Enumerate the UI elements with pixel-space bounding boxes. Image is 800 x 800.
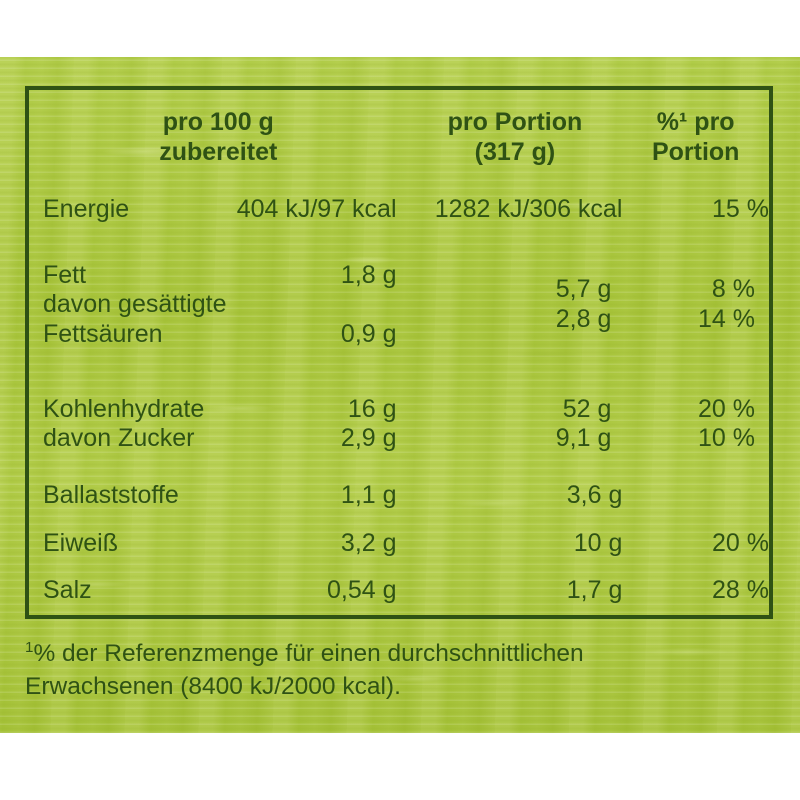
- row-eiweiss-per-portion: 10 g: [573, 528, 623, 557]
- row-zucker-per-100g: 2,9 g: [340, 424, 397, 453]
- header-per-100g-line2: zubereitet: [159, 137, 278, 166]
- row-energie-label-and-100g: Energie 404 kJ/97 kcal: [29, 185, 408, 233]
- row-kohlenhydrate-per-portion-group: 52 g 9,1 g: [408, 376, 623, 471]
- header-percent-line1: %¹ pro: [656, 108, 735, 137]
- row-ballaststoffe-per-100g: 1,1 g: [340, 480, 397, 509]
- row-eiweiss-label: Eiweiß: [43, 528, 119, 557]
- row-fett-sub-per-100g: 0,9 g: [340, 319, 397, 348]
- header-percent-portion: %¹ pro Portion: [622, 90, 769, 185]
- row-energie-percent: 15 %: [712, 194, 769, 223]
- row-fett-label: Fett: [43, 260, 87, 289]
- footnote-text-line1: % der Referenzmenge für einen durchschni…: [33, 640, 584, 667]
- row-energie-per-portion: 1282 kJ/306 kcal: [434, 194, 623, 223]
- row-salz-per-portion: 1,7 g: [566, 576, 623, 605]
- row-zucker-percent: 10 %: [698, 424, 755, 453]
- row-fett-sub-label-line2: Fettsäuren: [43, 319, 163, 348]
- row-fett-sub-label-line1: davon gesättigte: [43, 290, 227, 318]
- header-per-portion-line2: (317 g): [474, 137, 556, 166]
- header-percent-line2: Portion: [651, 137, 740, 166]
- footnote-line-2: Erwachsenen (8400 kJ/2000 kcal).: [25, 672, 401, 700]
- row-ballaststoffe-percent: [622, 472, 769, 520]
- row-salz-label-and-100g: Salz 0,54 g: [29, 567, 408, 615]
- row-eiweiss-per-100g: 3,2 g: [340, 528, 397, 557]
- row-eiweiss-percent: 20 %: [712, 528, 769, 557]
- header-per-portion: pro Portion (317 g): [408, 90, 623, 185]
- row-zucker-per-portion: 9,1 g: [555, 424, 612, 453]
- row-fett-sub-per-portion: 2,8 g: [555, 304, 612, 333]
- row-energie-per-100g: 404 kJ/97 kcal: [236, 194, 397, 223]
- row-kohlenhydrate-per-portion: 52 g: [562, 394, 612, 423]
- row-salz-percent: 28 %: [712, 576, 769, 605]
- footnote-line-1: 1% der Referenzmenge für einen durchschn…: [25, 638, 765, 671]
- row-energie-label: Energie: [43, 194, 130, 223]
- row-kohlenhydrate-label: Kohlenhydrate: [43, 394, 205, 423]
- table-row: Kohlenhydrate 16 g davon Zucker 2,9 g 52…: [29, 376, 769, 471]
- row-salz-label: Salz: [43, 576, 92, 605]
- row-eiweiss-label-and-100g: Eiweiß 3,2 g: [29, 520, 408, 568]
- footnote-marker: 1: [25, 638, 34, 656]
- green-background-panel: [0, 57, 800, 733]
- row-kohlenhydrate-label-and-100g: Kohlenhydrate 16 g davon Zucker 2,9 g: [29, 376, 408, 471]
- row-fett-percent: 8 %: [711, 275, 755, 304]
- table-row: Fett 1,8 g davon gesättigte Fettsäuren 0…: [29, 233, 769, 376]
- row-fett-per-portion-group: 5,7 g 2,8 g: [408, 233, 623, 376]
- row-zucker-label: davon Zucker: [43, 424, 195, 453]
- header-per-100g-line1: pro 100 g: [162, 108, 274, 137]
- table-row: Salz 0,54 g 1,7 g 28 %: [29, 567, 769, 615]
- row-fett-sub-percent: 14 %: [698, 304, 755, 333]
- row-fett-label-and-100g: Fett 1,8 g davon gesättigte Fettsäuren 0…: [29, 233, 408, 376]
- row-ballaststoffe-label: Ballaststoffe: [43, 480, 179, 509]
- row-salz-per-100g: 0,54 g: [327, 576, 397, 605]
- row-ballaststoffe-per-portion: 3,6 g: [566, 480, 623, 509]
- header-per-portion-line1: pro Portion: [447, 108, 583, 137]
- table-row: Energie 404 kJ/97 kcal 1282 kJ/306 kcal …: [29, 185, 769, 233]
- row-fett-percent-group: 8 % 14 %: [622, 233, 769, 376]
- row-kohlenhydrate-per-100g: 16 g: [347, 394, 397, 423]
- row-fett-per-portion: 5,7 g: [555, 275, 612, 304]
- table-header-row: pro 100 g zubereitet pro Portion (317 g)…: [29, 90, 769, 185]
- row-kohlenhydrate-percent-group: 20 % 10 %: [622, 376, 769, 471]
- header-label-column: pro 100 g zubereitet: [29, 90, 408, 185]
- row-kohlenhydrate-percent: 20 %: [698, 394, 755, 423]
- footnote: 1% der Referenzmenge für einen durchschn…: [25, 638, 765, 704]
- table-row: Ballaststoffe 1,1 g 3,6 g: [29, 472, 769, 520]
- nutrition-facts-table: pro 100 g zubereitet pro Portion (317 g)…: [25, 86, 773, 619]
- row-ballaststoffe-label-and-100g: Ballaststoffe 1,1 g: [29, 472, 408, 520]
- row-fett-per-100g: 1,8 g: [340, 260, 397, 289]
- table-row: Eiweiß 3,2 g 10 g 20 %: [29, 520, 769, 568]
